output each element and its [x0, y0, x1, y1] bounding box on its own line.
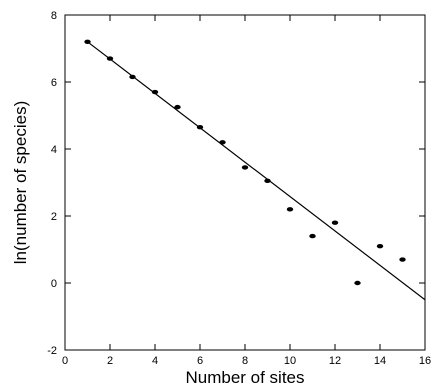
x-tick-label: 0 — [62, 355, 68, 367]
data-point — [84, 39, 91, 44]
data-points-layer — [84, 39, 406, 286]
x-axis-ticks: 0 2 4 6 8 10 12 14 16 — [62, 15, 431, 367]
y-axis-ticks: -2 0 2 4 6 8 — [47, 10, 425, 357]
fit-line-layer — [87, 41, 425, 301]
y-tick-label: 2 — [51, 211, 57, 223]
data-point — [286, 207, 294, 212]
data-point — [174, 104, 181, 110]
x-tick-label: 12 — [329, 355, 341, 367]
plot-area: 0 2 4 6 8 10 12 14 16 -2 0 2 4 6 8 — [47, 10, 431, 367]
x-tick-label: 8 — [242, 355, 248, 367]
y-tick-label: 4 — [51, 144, 57, 156]
data-point — [241, 165, 249, 170]
y-tick-label: 6 — [51, 77, 57, 89]
fit-line — [87, 41, 425, 301]
data-point — [219, 140, 226, 145]
data-point — [151, 89, 159, 95]
y-tick-label: 8 — [51, 10, 57, 22]
data-point — [264, 178, 271, 184]
y-axis-title: ln(number of species) — [11, 101, 30, 264]
y-tick-label: -2 — [47, 345, 57, 357]
data-point — [129, 74, 136, 80]
x-axis-title: Number of sites — [185, 368, 304, 387]
data-point — [106, 56, 114, 61]
data-point — [196, 125, 204, 130]
data-point — [399, 257, 406, 262]
x-tick-label: 16 — [419, 355, 431, 367]
data-point — [354, 280, 361, 286]
x-tick-label: 2 — [107, 355, 113, 367]
data-point — [309, 233, 316, 239]
x-tick-label: 14 — [374, 355, 386, 367]
y-tick-label: 0 — [51, 278, 57, 290]
data-point — [331, 220, 339, 225]
data-point — [376, 243, 384, 249]
x-tick-label: 6 — [197, 355, 203, 367]
x-tick-label: 10 — [284, 355, 296, 367]
x-tick-label: 4 — [152, 355, 158, 367]
